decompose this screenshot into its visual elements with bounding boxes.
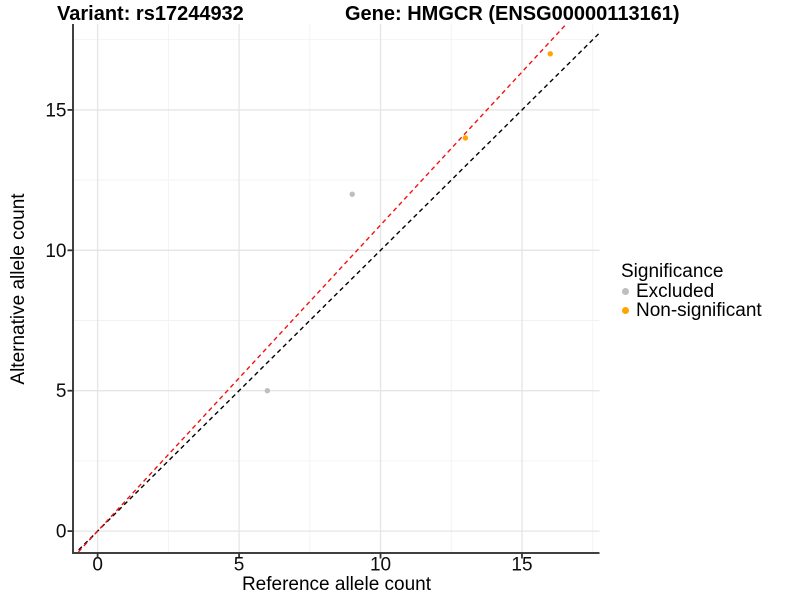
y-tick-label: 10 <box>45 241 66 262</box>
tick-marks <box>67 109 523 559</box>
data-point-excluded <box>349 191 355 197</box>
legend-item-non-significant: Non-significant <box>621 299 762 321</box>
excluded-dot-icon <box>622 288 629 295</box>
identity-line <box>74 32 600 553</box>
y-tick-label: 5 <box>56 381 67 402</box>
plot-title-variant: Variant: rs17244932 <box>57 3 244 25</box>
data-point-excluded <box>264 388 271 394</box>
y-axis-title: Alternative allele count <box>8 193 29 385</box>
tick-labels: 0 5 10 15 0 5 10 15 <box>45 100 532 575</box>
legend-item-label: Excluded <box>636 280 715 302</box>
fit-line <box>76 24 568 553</box>
legend-item-label: Non-significant <box>636 299 762 321</box>
y-tick-label: 15 <box>45 100 66 121</box>
x-tick-label: 10 <box>370 555 391 576</box>
legend-title: Significance <box>621 261 724 282</box>
y-tick-label: 0 <box>56 522 67 543</box>
data-point-non-significant <box>462 135 469 141</box>
x-tick-label: 0 <box>92 555 103 576</box>
legend: Significance Excluded Non-significant <box>621 261 762 321</box>
ablines <box>74 24 600 553</box>
plot-title-gene: Gene: HMGCR (ENSG00000113161) <box>345 3 680 25</box>
x-tick-label: 5 <box>234 555 245 576</box>
data-point-non-significant <box>547 51 553 57</box>
non-significant-dot-icon <box>622 307 629 314</box>
legend-item-excluded: Excluded <box>621 280 762 302</box>
x-axis-title: Reference allele count <box>241 574 432 595</box>
data-points <box>264 51 553 394</box>
grid-major <box>73 24 600 553</box>
grid-minor <box>73 24 600 553</box>
x-tick-label: 15 <box>511 555 532 576</box>
axis-lines <box>72 24 600 554</box>
